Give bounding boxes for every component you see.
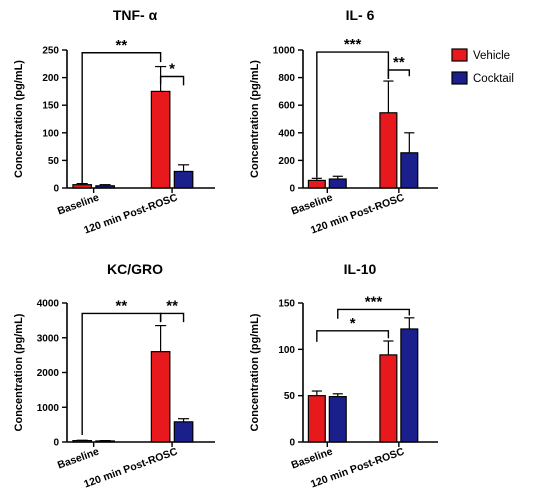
chart-panel-2: IL- 6 Concentration (pg/mL) 0 200 400 600 800 1… <box>249 7 438 237</box>
bar-vehicle-post-rosc <box>150 90 171 189</box>
x-category-label: Baseline <box>290 191 335 217</box>
bar-cocktail-baseline <box>95 185 115 189</box>
bar-vehicle-post-rosc <box>150 351 171 443</box>
y-axis-label: Concentration (pg/mL) <box>249 60 261 178</box>
y-tick-label: 3000 <box>37 333 60 344</box>
bar-cocktail-post-rosc <box>173 421 194 443</box>
legend-label-cocktail: Cocktail <box>473 73 514 85</box>
y-tick-label: 50 <box>284 391 296 402</box>
significance-label: * <box>350 315 356 332</box>
y-tick-label: 250 <box>42 46 59 57</box>
significance-label: *** <box>365 293 383 310</box>
x-category-label: Baseline <box>56 445 101 471</box>
bar-vehicle-baseline <box>72 184 93 189</box>
y-axis-label: Concentration (pg/mL) <box>13 60 25 178</box>
significance-label: ** <box>166 297 178 314</box>
significance-bracket <box>81 312 162 436</box>
y-tick-label: 50 <box>48 156 60 167</box>
y-tick-label: 150 <box>278 299 295 310</box>
y-axis-label: Concentration (pg/mL) <box>249 313 261 431</box>
y-tick-label: 0 <box>53 438 59 449</box>
y-tick-label: 4000 <box>37 299 60 310</box>
chart-title: KC/GRO <box>107 261 163 277</box>
y-tick-label: 100 <box>42 128 59 139</box>
significance-bracket <box>316 330 390 342</box>
y-tick-label: 0 <box>289 438 295 449</box>
bar-vehicle-post-rosc <box>379 112 398 189</box>
bar-vehicle-baseline <box>307 179 326 189</box>
significance-label: ** <box>116 297 128 314</box>
significance-label: *** <box>344 36 362 53</box>
y-axis-label: Concentration (pg/mL) <box>13 313 25 431</box>
y-tick-label: 400 <box>278 128 295 139</box>
y-tick-label: 2000 <box>37 368 60 379</box>
y-tick-label: 200 <box>278 156 295 167</box>
legend-swatch-vehicle <box>451 48 468 62</box>
bar-cocktail-post-rosc <box>400 328 419 443</box>
bar-vehicle-baseline <box>307 395 326 443</box>
chart-title: IL- 6 <box>346 7 375 23</box>
y-tick-label: 200 <box>42 73 59 84</box>
significance-bracket <box>159 75 185 86</box>
chart-title: IL-10 <box>344 261 377 277</box>
significance-label: * <box>169 60 175 77</box>
y-tick-label: 100 <box>278 345 295 356</box>
y-tick-label: 0 <box>289 184 295 195</box>
x-category-label: Baseline <box>290 445 335 471</box>
legend: Vehicle Cocktail <box>451 48 514 85</box>
y-tick-label: 0 <box>53 184 59 195</box>
bar-vehicle-post-rosc <box>379 354 398 443</box>
bar-cocktail-baseline <box>328 395 347 443</box>
bar-cocktail-baseline <box>328 178 347 189</box>
significance-label: ** <box>393 54 405 71</box>
x-category-label: Baseline <box>56 191 101 217</box>
legend-label-vehicle: Vehicle <box>473 50 510 62</box>
significance-bracket <box>337 308 411 319</box>
significance-bracket <box>81 52 162 185</box>
chart-panel-4: IL-10 Concentration (pg/mL) 0 50 100 150 Basel… <box>249 261 438 491</box>
legend-swatch-cocktail <box>451 71 468 85</box>
chart-title: TNF- α <box>113 7 158 23</box>
significance-bracket <box>316 51 390 178</box>
significance-label: ** <box>116 37 128 54</box>
y-tick-label: 150 <box>42 101 59 112</box>
y-tick-label: 800 <box>278 73 295 84</box>
y-tick-label: 1000 <box>37 403 60 414</box>
chart-panel-1: TNF- α Concentration (pg/mL) 0 50 100 150 200 2… <box>13 7 215 237</box>
y-tick-label: 1000 <box>273 46 296 57</box>
chart-panel-3: KC/GRO Concentration (pg/mL) 0 1000 2000 3000… <box>13 261 215 491</box>
significance-bracket <box>387 69 411 79</box>
y-tick-label: 600 <box>278 101 295 112</box>
bar-cocktail-post-rosc <box>173 170 194 189</box>
bar-cocktail-post-rosc <box>400 152 419 189</box>
significance-bracket <box>159 312 185 323</box>
